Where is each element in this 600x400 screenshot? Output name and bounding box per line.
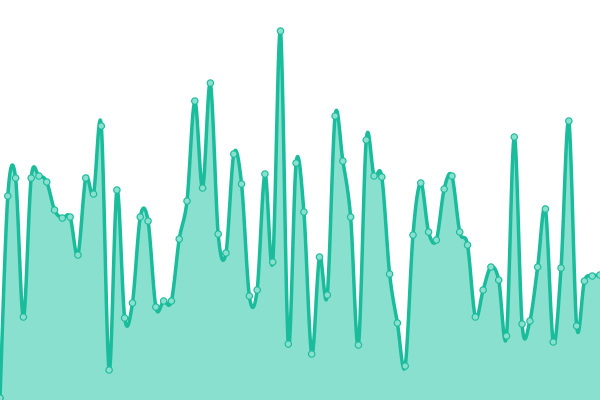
data-point-2 — [11, 174, 20, 182]
data-point-46 — [354, 341, 363, 349]
data-point-56 — [432, 236, 441, 244]
data-point-67 — [518, 320, 526, 328]
series-line — [0, 29, 600, 399]
data-point-51 — [393, 319, 402, 327]
area-fill — [0, 30, 600, 400]
data-point-42 — [323, 291, 332, 299]
data-point-68 — [526, 317, 534, 325]
data-point-26 — [198, 184, 207, 192]
data-point-16 — [120, 314, 129, 322]
data-point-30 — [229, 150, 238, 158]
data-point-73 — [565, 117, 573, 125]
data-point-74 — [572, 322, 581, 330]
data-point-29 — [222, 249, 230, 257]
data-point-23 — [175, 235, 184, 243]
data-point-34 — [261, 170, 269, 178]
data-point-45 — [346, 213, 355, 221]
data-point-10 — [74, 251, 82, 259]
data-point-64 — [494, 276, 503, 284]
data-point-4 — [27, 174, 35, 182]
data-point-39 — [300, 208, 308, 216]
data-point-36 — [276, 27, 285, 35]
data-point-76 — [588, 272, 597, 280]
data-point-17 — [128, 299, 137, 307]
data-point-59 — [455, 228, 464, 236]
data-point-13 — [97, 122, 106, 130]
data-point-62 — [479, 286, 487, 294]
data-point-15 — [113, 186, 121, 194]
data-point-0 — [0, 394, 4, 400]
data-point-57 — [440, 185, 448, 193]
data-point-18 — [136, 213, 145, 221]
data-point-31 — [237, 180, 246, 188]
data-point-21 — [159, 297, 168, 305]
data-point-8 — [58, 214, 67, 222]
data-point-11 — [81, 174, 90, 182]
data-point-61 — [471, 313, 480, 321]
data-point-71 — [549, 338, 558, 346]
data-point-22 — [167, 297, 176, 305]
data-point-5 — [35, 172, 43, 180]
data-point-20 — [152, 303, 160, 311]
data-point-72 — [557, 264, 565, 272]
data-point-43 — [331, 112, 339, 120]
data-point-63 — [487, 263, 495, 271]
data-point-66 — [510, 133, 519, 141]
data-points — [0, 27, 600, 400]
data-point-38 — [292, 159, 300, 167]
data-point-65 — [502, 332, 511, 340]
data-point-9 — [66, 213, 74, 221]
data-point-19 — [144, 217, 152, 225]
data-point-3 — [19, 313, 28, 321]
data-point-41 — [315, 253, 324, 261]
data-point-25 — [191, 97, 199, 105]
data-point-32 — [245, 292, 254, 300]
data-point-47 — [362, 136, 371, 144]
data-point-60 — [463, 241, 472, 249]
data-point-49 — [378, 173, 386, 181]
data-point-54 — [416, 179, 425, 187]
data-point-37 — [284, 340, 293, 348]
data-point-75 — [580, 277, 589, 285]
data-point-35 — [268, 258, 277, 266]
data-point-58 — [448, 172, 456, 180]
data-point-48 — [370, 172, 378, 180]
data-point-28 — [214, 230, 222, 238]
data-point-14 — [105, 366, 113, 374]
data-point-50 — [385, 270, 394, 278]
data-point-7 — [50, 206, 59, 214]
data-point-69 — [533, 263, 542, 271]
data-point-27 — [206, 79, 215, 87]
data-point-40 — [307, 350, 316, 358]
data-point-44 — [339, 157, 347, 165]
data-point-33 — [253, 286, 261, 294]
data-point-53 — [409, 231, 417, 239]
data-point-52 — [401, 362, 409, 370]
data-point-24 — [183, 197, 191, 205]
data-point-12 — [89, 190, 98, 198]
data-point-1 — [3, 192, 12, 200]
data-point-55 — [424, 228, 433, 236]
data-point-70 — [541, 205, 550, 213]
data-point-6 — [42, 178, 51, 186]
